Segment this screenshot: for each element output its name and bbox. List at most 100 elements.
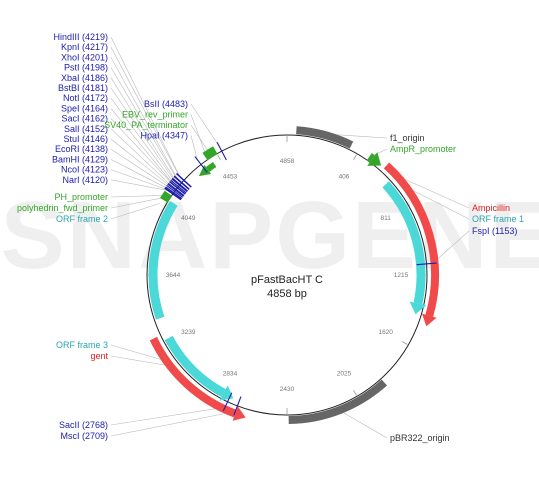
tick-label: 4453 — [223, 173, 238, 180]
leader-line — [110, 159, 170, 190]
tick-mark — [401, 341, 408, 345]
tick-label: 1215 — [394, 272, 409, 279]
label-nari-4120: NarI (4120) — [62, 175, 108, 185]
tick-label: 811 — [381, 215, 392, 222]
restriction-site-mark — [172, 177, 189, 192]
label-f1-origin: f1_origin — [390, 133, 425, 143]
tick-label: 406 — [339, 173, 350, 180]
leader-line — [190, 135, 198, 160]
restriction-site-mark — [165, 186, 183, 200]
leader-line — [110, 203, 160, 220]
tick-mark — [217, 154, 221, 161]
restriction-site-mark — [233, 396, 242, 416]
label-ecori-4138: EcoRI (4138) — [55, 144, 108, 154]
label-polyhedrin-fwd-primer: polyhedrin_fwd_primer — [17, 203, 108, 213]
label-kpni-4217: KpnI (4217) — [61, 42, 108, 52]
leader-line — [110, 77, 176, 181]
feature-ph-promoter — [160, 190, 173, 203]
leader-line — [340, 410, 388, 439]
watermark: SNAPGENE — [1, 182, 539, 289]
tick-label: 1620 — [378, 329, 393, 336]
plasmid-size: 4858 bp — [267, 288, 307, 300]
label-msci-2709: MscI (2709) — [60, 431, 108, 441]
leader-line — [110, 195, 165, 198]
restriction-site-mark — [167, 182, 185, 196]
label-ampicillin: Ampicillin — [472, 203, 510, 213]
leader-line — [110, 128, 172, 187]
restriction-site-mark — [176, 173, 192, 188]
feature-orf-frame-3 — [164, 335, 226, 398]
leader-line — [110, 118, 173, 185]
feature-orf-frame-1 — [382, 181, 426, 305]
feature-arrowhead — [409, 301, 427, 315]
label-hindiii-4219: HindIII (4219) — [53, 32, 108, 42]
restriction-site-mark — [416, 262, 437, 266]
tick-label: 2834 — [223, 371, 238, 378]
restriction-site-mark — [164, 187, 182, 201]
tick-label: 4049 — [181, 215, 196, 222]
label-orf-frame-3: ORF frame 3 — [56, 340, 108, 350]
tick-label: 3644 — [166, 272, 181, 279]
restriction-site-mark — [166, 185, 184, 198]
restriction-site-marks — [164, 142, 437, 416]
leader-line — [432, 230, 470, 264]
label-sacii-2768: SacII (2768) — [59, 420, 108, 430]
label-ebv-rev-primer: EBV_rev_primer — [122, 110, 188, 120]
restriction-site-mark — [169, 181, 186, 195]
feature-ampr — [383, 162, 439, 317]
label-leader-lines — [110, 36, 470, 439]
restriction-site-mark — [171, 178, 188, 193]
leader-line — [190, 124, 209, 152]
feature-arrowhead — [232, 406, 246, 421]
leader-line — [190, 103, 220, 146]
label-xbai-4186: XbaI (4186) — [61, 73, 108, 83]
feature-labels: HindIII (4219)KpnI (4217)XhoI (4201)PstI… — [17, 32, 524, 443]
leader-line — [110, 344, 170, 363]
label-gent: gent — [90, 351, 108, 361]
tick-mark — [353, 154, 357, 161]
leader-line — [110, 179, 168, 191]
label-ampr-promoter: AmpR_promoter — [390, 144, 456, 154]
leader-line — [110, 87, 176, 182]
leader-line — [110, 406, 226, 426]
feature-ampr-promoter — [366, 153, 375, 163]
restriction-site-mark — [216, 142, 227, 161]
tick-label: 4858 — [280, 158, 295, 165]
feature-gent — [149, 336, 237, 418]
tick-mark — [353, 389, 357, 396]
label-bamhi-4129: BamHI (4129) — [52, 154, 108, 164]
label-bstbi-4181: BstBI (4181) — [58, 83, 108, 93]
feature-f1-ori — [296, 126, 354, 149]
tick-label: 2430 — [280, 386, 295, 393]
feature-orf-frame-2 — [148, 200, 178, 320]
leader-line — [110, 98, 175, 183]
leader-line — [110, 67, 178, 180]
label-hpai-4347: HpaI (4347) — [140, 131, 188, 141]
label-ph-promoter: PH_promoter — [54, 192, 108, 202]
leader-line — [110, 47, 180, 177]
label-sali-4152: SalI (4152) — [64, 124, 108, 134]
leader-line — [110, 108, 174, 185]
leader-line — [110, 148, 171, 189]
label-orf-frame-1: ORF frame 1 — [472, 214, 524, 224]
label-pbr322-origin: pBR322_origin — [390, 433, 450, 443]
label-saci-4162: SacI (4162) — [61, 114, 108, 124]
feature-arcs — [148, 126, 439, 424]
leader-line — [190, 114, 206, 155]
label-noti-4172: NotI (4172) — [63, 93, 108, 103]
leader-line — [110, 36, 180, 177]
plasmid-name: pFastBacHT C — [251, 274, 323, 286]
label-sv40-pa-terminator: SV40_PA_terminator — [104, 120, 188, 130]
leader-line — [110, 197, 164, 209]
label-fspi-1153: FspI (1153) — [472, 226, 517, 236]
leader-line — [110, 169, 169, 191]
feature-sv40-pa — [202, 146, 218, 161]
plasmid-backbone-circle — [146, 134, 428, 416]
restriction-site-mark — [222, 392, 233, 412]
label-orf-frame-2: ORF frame 2 — [56, 214, 108, 224]
restriction-site-mark — [194, 156, 208, 173]
feature-pbr322-ori — [288, 379, 388, 424]
restriction-site-mark — [170, 179, 187, 194]
restriction-site-mark — [173, 175, 190, 190]
